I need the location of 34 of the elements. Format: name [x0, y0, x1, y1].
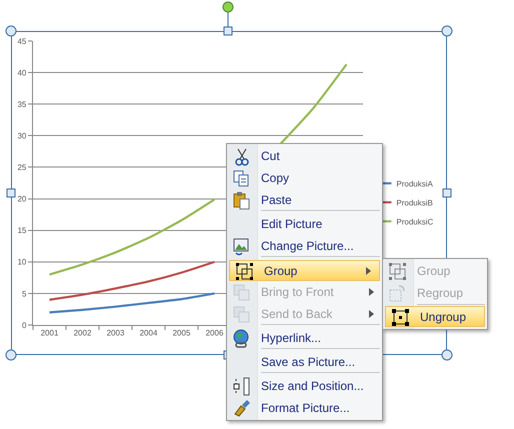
annotation: Cut — [261, 148, 280, 165]
x-tick-label: 2002 — [74, 328, 92, 338]
y-tick-label: 25 — [17, 163, 27, 172]
legend-label: ProduksiC — [396, 217, 434, 226]
text: Format Picture... — [261, 401, 350, 415]
x-tick-label: 2005 — [172, 328, 191, 338]
text: Save as Picture... — [261, 355, 356, 369]
y-tick-label: 45 — [17, 36, 27, 46]
annotation: Paste — [261, 192, 292, 209]
x-tick-label: 2004 — [140, 328, 158, 338]
y-tick-label: 30 — [17, 131, 27, 140]
x-tick-label: 2006 — [206, 328, 224, 338]
annotation: Send to Back — [261, 306, 332, 323]
y-tick-label: 35 — [17, 100, 27, 109]
legend-label: ProduksiB — [396, 198, 433, 208]
y-tick-label: 5 — [22, 289, 27, 298]
y-tick-label: 0 — [22, 320, 27, 330]
y-tick-label: 20 — [17, 194, 27, 204]
y-tick-label: 10 — [17, 258, 27, 267]
line-series — [48, 260, 216, 301]
line-series — [48, 292, 216, 314]
annotation: Edit Picture — [261, 216, 322, 233]
x-tick-label: 2003 — [106, 328, 125, 338]
annotation: Copy — [261, 170, 290, 187]
submenu: Group Regroup Ungroup — [382, 258, 488, 330]
legend-label: ProduksiA — [396, 179, 434, 188]
y-tick-label: 40 — [17, 68, 27, 78]
text: Size and Position... — [261, 379, 364, 393]
y-tick-label: 15 — [17, 226, 27, 236]
annotation: Change Picture... — [261, 238, 354, 255]
annotation: Bring to Front — [261, 284, 334, 301]
text: Hyperlink... — [261, 331, 322, 345]
annotation: Group — [264, 263, 298, 280]
x-tick-label: 2001 — [40, 328, 59, 338]
